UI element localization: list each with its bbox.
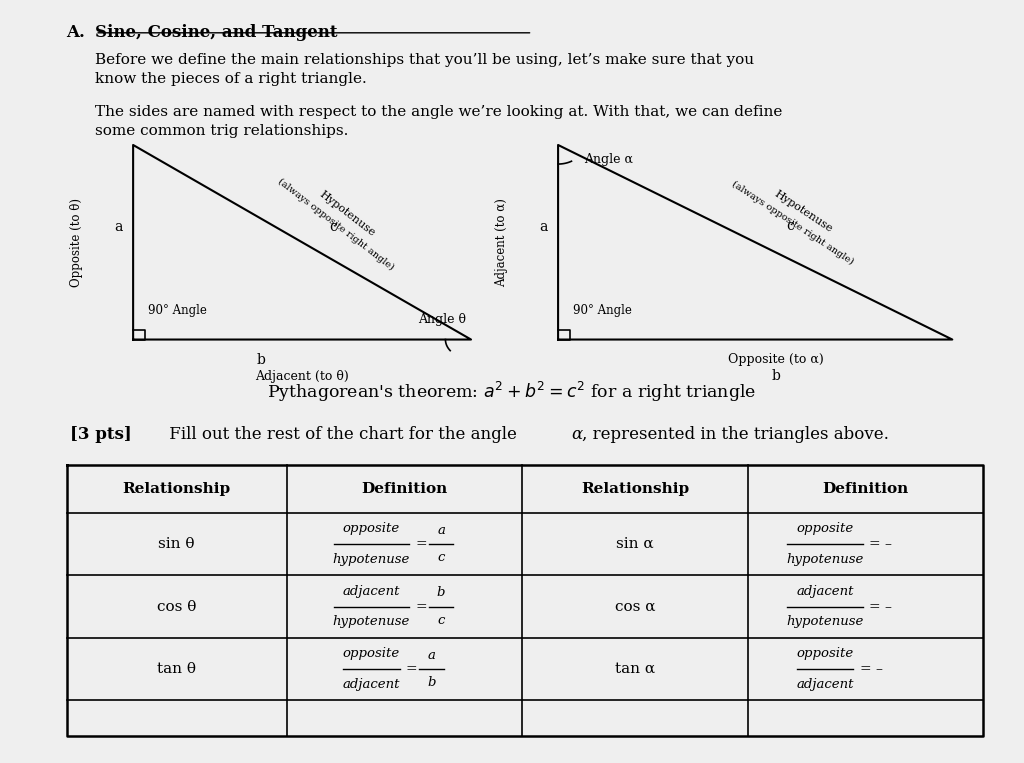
Text: Opposite (to α): Opposite (to α) (728, 353, 823, 366)
Text: =: = (406, 662, 422, 676)
Text: b: b (427, 676, 435, 690)
Text: Hypotenuse: Hypotenuse (772, 189, 834, 234)
Text: a: a (427, 649, 435, 662)
Text: hypotenuse: hypotenuse (786, 615, 864, 629)
Text: , represented in the triangles above.: , represented in the triangles above. (582, 426, 889, 443)
Text: 90° Angle: 90° Angle (148, 304, 207, 317)
Text: Pythagorean's theorem: $a^2 + b^2 = c^2$ for a right triangle: Pythagorean's theorem: $a^2 + b^2 = c^2$… (267, 380, 757, 404)
Text: c: c (437, 613, 444, 627)
Text: Opposite (to θ): Opposite (to θ) (71, 198, 83, 287)
Text: opposite: opposite (797, 647, 854, 661)
Text: cos θ: cos θ (157, 600, 197, 613)
Text: = –: = – (869, 600, 892, 613)
Text: tan θ: tan θ (157, 662, 197, 676)
Text: cos α: cos α (614, 600, 655, 613)
Text: adjacent: adjacent (343, 584, 400, 598)
Text: a: a (115, 220, 123, 234)
Text: Definition: Definition (361, 482, 447, 496)
Text: a: a (540, 220, 548, 234)
Text: (always opposite right angle): (always opposite right angle) (276, 176, 396, 272)
Text: hypotenuse: hypotenuse (333, 615, 411, 629)
Text: c: c (329, 221, 337, 234)
Text: tan α: tan α (614, 662, 655, 676)
Text: A.: A. (67, 24, 85, 41)
Text: know the pieces of a right triangle.: know the pieces of a right triangle. (95, 72, 367, 86)
Text: some common trig relationships.: some common trig relationships. (95, 124, 348, 137)
Text: =: = (416, 537, 431, 551)
Text: a: a (437, 523, 445, 537)
Text: [3 pts]: [3 pts] (70, 426, 131, 443)
Text: adjacent: adjacent (797, 678, 854, 691)
Text: c: c (437, 551, 444, 565)
Text: Sine, Cosine, and Tangent: Sine, Cosine, and Tangent (95, 24, 338, 41)
Text: Adjacent (to α): Adjacent (to α) (496, 198, 508, 287)
Text: opposite: opposite (343, 522, 400, 536)
Text: Fill out the rest of the chart for the angle: Fill out the rest of the chart for the a… (164, 426, 522, 443)
Text: α: α (571, 426, 583, 443)
Text: Adjacent (to θ): Adjacent (to θ) (255, 370, 349, 383)
Text: opposite: opposite (343, 647, 400, 661)
Text: = –: = – (859, 662, 883, 676)
Text: The sides are named with respect to the angle we’re looking at. With that, we ca: The sides are named with respect to the … (95, 105, 782, 118)
Text: =: = (416, 600, 431, 613)
Text: Angle α: Angle α (584, 153, 633, 166)
Text: 90° Angle: 90° Angle (573, 304, 632, 317)
Text: opposite: opposite (797, 522, 854, 536)
Text: Hypotenuse: Hypotenuse (317, 188, 377, 238)
Text: Relationship: Relationship (581, 482, 689, 496)
Text: (always opposite right angle): (always opposite right angle) (730, 179, 855, 267)
Text: hypotenuse: hypotenuse (333, 552, 411, 566)
Text: sin α: sin α (616, 537, 653, 551)
Text: adjacent: adjacent (797, 584, 854, 598)
Text: adjacent: adjacent (343, 678, 400, 691)
Text: b: b (257, 353, 265, 367)
Text: b: b (437, 586, 445, 600)
Text: Angle θ: Angle θ (418, 313, 466, 326)
Text: Before we define the main relationships that you’ll be using, let’s make sure th: Before we define the main relationships … (95, 53, 755, 67)
Text: = –: = – (869, 537, 892, 551)
Text: Definition: Definition (822, 482, 908, 496)
Text: sin θ: sin θ (159, 537, 195, 551)
Text: c: c (785, 219, 794, 233)
Text: Relationship: Relationship (123, 482, 230, 496)
Text: hypotenuse: hypotenuse (786, 552, 864, 566)
Text: b: b (771, 369, 780, 382)
